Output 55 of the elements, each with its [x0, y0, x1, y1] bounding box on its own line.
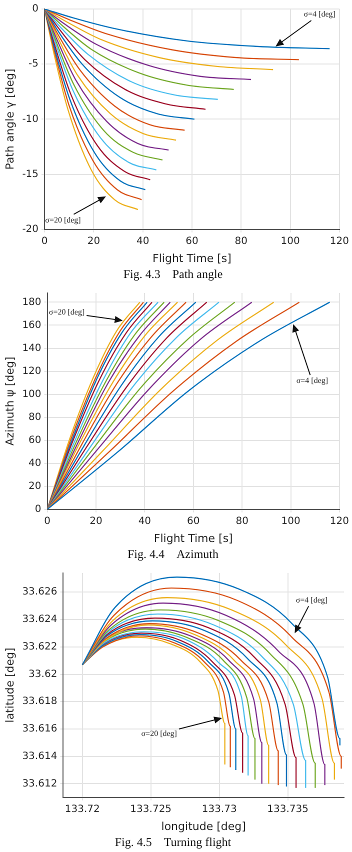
annotation: σ=20 [deg] — [48, 308, 85, 317]
x-tick-label: 0 — [44, 516, 50, 527]
x-axis-title: Flight Time [s] — [152, 252, 232, 265]
annotation: σ=20 [deg] — [45, 215, 82, 224]
x-tick-label: 40 — [138, 516, 152, 527]
y-tick-label: 100 — [22, 388, 42, 400]
y-tick-label: 33.624 — [22, 614, 58, 626]
x-tick-label: 120 — [330, 516, 350, 527]
y-tick-label: 60 — [28, 434, 42, 446]
x-tick-label: 60 — [186, 236, 198, 247]
x-axis-title: Flight Time [s] — [154, 532, 233, 545]
x-tick-label: 20 — [87, 236, 100, 247]
y-tick-label: 180 — [22, 296, 42, 308]
y-tick-label: -20 — [22, 224, 39, 235]
y-tick-label: 40 — [28, 458, 42, 469]
y-axis-title: Path angle γ [deg] — [3, 68, 16, 170]
y-tick-label: -15 — [22, 168, 39, 180]
y-tick-label: 160 — [22, 320, 42, 331]
y-tick-label: 33.626 — [22, 586, 58, 598]
x-tick-label: 20 — [90, 516, 102, 527]
x-tick-label: 133.73 — [202, 804, 237, 815]
annotation: σ=4 [deg] — [296, 595, 328, 604]
x-tick-label: 120 — [330, 236, 350, 247]
y-axis-title: Azimuth ψ [deg] — [3, 356, 16, 446]
y-tick-label: 0 — [32, 4, 39, 15]
x-tick-label: 40 — [136, 236, 150, 247]
y-tick-label: 33.62 — [28, 668, 58, 680]
annotation: σ=4 [deg] — [304, 10, 336, 19]
annotation: σ=20 [deg] — [141, 729, 178, 738]
annotation: σ=4 [deg] — [296, 376, 328, 386]
y-tick-label: -10 — [22, 114, 39, 125]
x-tick-label: 133.735 — [267, 804, 309, 815]
x-tick-label: 133.72 — [64, 804, 100, 815]
x-tick-label: 100 — [280, 236, 300, 247]
y-tick-label: 33.612 — [22, 778, 58, 790]
y-tick-label: 80 — [28, 412, 42, 423]
y-tick-label: 120 — [22, 366, 42, 377]
y-tick-label: -5 — [28, 58, 39, 70]
y-tick-label: 140 — [22, 342, 42, 354]
y-tick-label: 33.622 — [22, 641, 58, 652]
x-axis-title: longitude [deg] — [161, 820, 246, 833]
y-tick-label: 20 — [28, 480, 42, 492]
x-tick-label: 80 — [234, 236, 248, 247]
x-tick-label: 60 — [187, 516, 200, 527]
y-tick-label: 33.618 — [22, 696, 58, 708]
x-tick-label: 100 — [281, 516, 300, 527]
y-tick-label: 0 — [34, 504, 42, 515]
text: Fig. 4.3 Path angle — [123, 266, 223, 281]
x-tick-label: 133.725 — [130, 804, 172, 815]
x-tick-label: 80 — [236, 516, 248, 527]
y-tick-label: 33.614 — [22, 750, 58, 762]
y-tick-label: 33.616 — [22, 724, 58, 735]
y-axis-title: latitude [deg] — [3, 648, 16, 723]
text: Fig. 4.5 Turning flight — [114, 834, 232, 849]
text: Fig. 4.4 Azimuth — [127, 546, 219, 561]
